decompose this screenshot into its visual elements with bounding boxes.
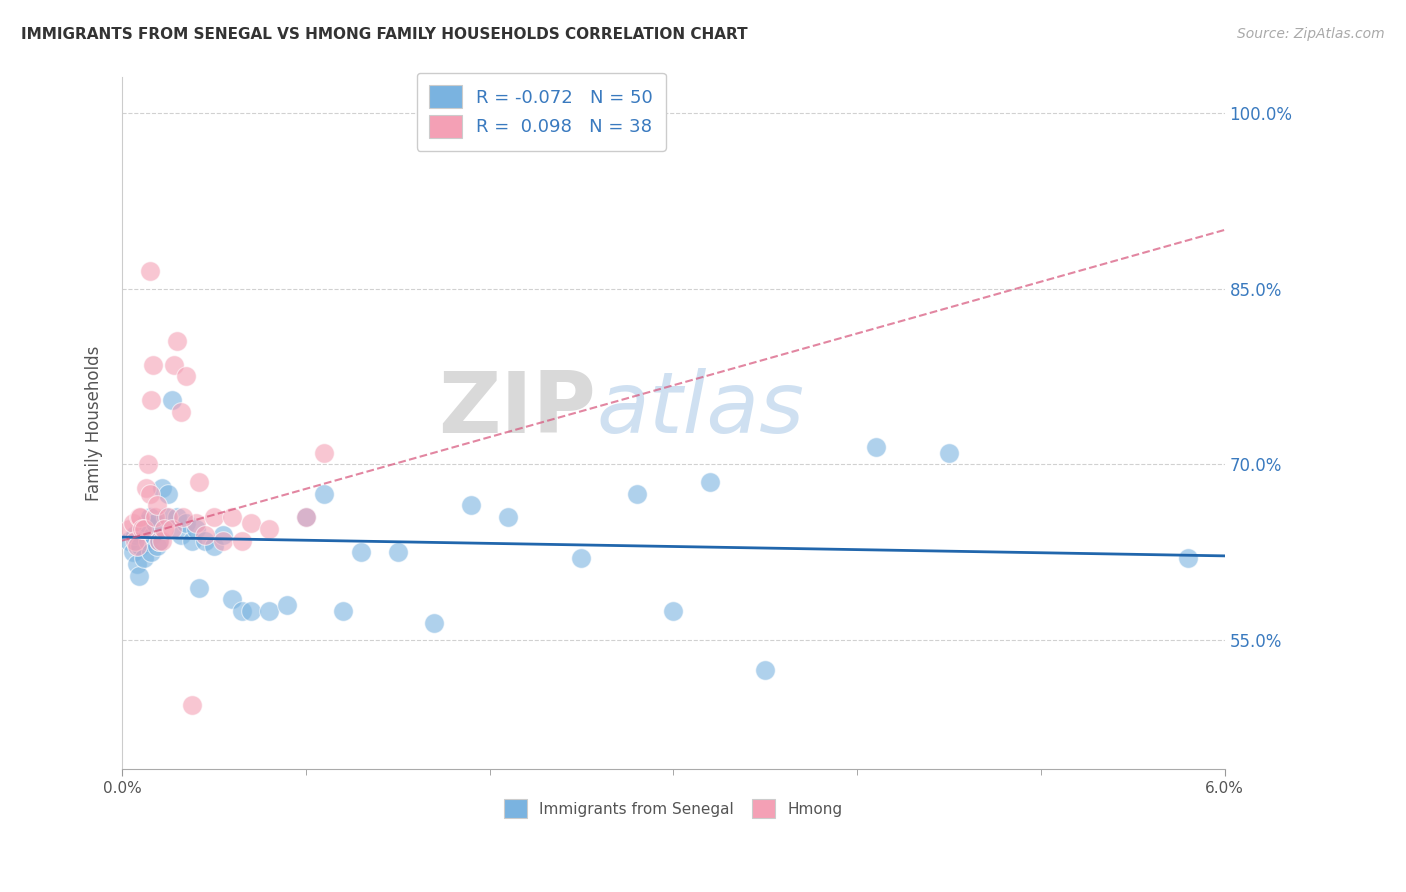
Point — [314, 487, 336, 501]
Point — [160, 522, 183, 536]
Point — [162, 358, 184, 372]
Point — [231, 533, 253, 548]
Point — [194, 528, 217, 542]
Point — [143, 516, 166, 530]
Point — [155, 510, 177, 524]
Point — [276, 598, 298, 612]
Point — [129, 540, 152, 554]
Point — [129, 510, 152, 524]
Point — [460, 499, 482, 513]
Point — [131, 522, 153, 536]
Point — [239, 516, 262, 530]
Point — [202, 540, 225, 554]
Point — [148, 533, 170, 548]
Point — [180, 533, 202, 548]
Point — [176, 516, 198, 530]
Point — [146, 499, 169, 513]
Point — [128, 569, 150, 583]
Point — [1177, 551, 1199, 566]
Point — [135, 516, 157, 530]
Point — [194, 533, 217, 548]
Point — [156, 510, 179, 524]
Point — [295, 510, 318, 524]
Text: atlas: atlas — [596, 368, 804, 451]
Point — [314, 445, 336, 459]
Point — [754, 663, 776, 677]
Point — [332, 604, 354, 618]
Point — [138, 264, 160, 278]
Point — [118, 533, 141, 548]
Point — [387, 545, 409, 559]
Point — [138, 510, 160, 524]
Point — [142, 528, 165, 542]
Point — [118, 522, 141, 536]
Point — [141, 392, 163, 407]
Y-axis label: Family Households: Family Households — [86, 346, 103, 501]
Point — [132, 522, 155, 536]
Point — [146, 540, 169, 554]
Point — [257, 604, 280, 618]
Text: Source: ZipAtlas.com: Source: ZipAtlas.com — [1237, 27, 1385, 41]
Point — [148, 533, 170, 548]
Point — [136, 458, 159, 472]
Point — [152, 533, 174, 548]
Point — [295, 510, 318, 524]
Point — [231, 604, 253, 618]
Point — [128, 510, 150, 524]
Point — [142, 358, 165, 372]
Point — [156, 487, 179, 501]
Point — [160, 392, 183, 407]
Point — [166, 334, 188, 349]
Point — [350, 545, 373, 559]
Point — [152, 481, 174, 495]
Point — [571, 551, 593, 566]
Point — [212, 528, 235, 542]
Point — [124, 533, 146, 548]
Point — [176, 369, 198, 384]
Text: ZIP: ZIP — [439, 368, 596, 451]
Point — [138, 487, 160, 501]
Legend: Immigrants from Senegal, Hmong: Immigrants from Senegal, Hmong — [498, 793, 849, 824]
Point — [125, 540, 148, 554]
Point — [136, 533, 159, 548]
Point — [172, 510, 194, 524]
Point — [257, 522, 280, 536]
Point — [221, 592, 243, 607]
Point — [221, 510, 243, 524]
Text: IMMIGRANTS FROM SENEGAL VS HMONG FAMILY HOUSEHOLDS CORRELATION CHART: IMMIGRANTS FROM SENEGAL VS HMONG FAMILY … — [21, 27, 748, 42]
Point — [132, 551, 155, 566]
Point — [188, 581, 211, 595]
Point — [122, 516, 145, 530]
Point — [184, 516, 207, 530]
Point — [699, 475, 721, 489]
Point — [626, 487, 648, 501]
Point — [239, 604, 262, 618]
Point — [131, 522, 153, 536]
Point — [135, 481, 157, 495]
Point — [153, 522, 176, 536]
Point — [496, 510, 519, 524]
Point — [166, 510, 188, 524]
Point — [938, 445, 960, 459]
Point — [141, 545, 163, 559]
Point — [188, 475, 211, 489]
Point — [125, 557, 148, 571]
Point — [423, 615, 446, 630]
Point — [124, 528, 146, 542]
Point — [180, 698, 202, 712]
Point — [202, 510, 225, 524]
Point — [662, 604, 685, 618]
Point — [122, 545, 145, 559]
Point — [865, 440, 887, 454]
Point — [143, 510, 166, 524]
Point — [184, 522, 207, 536]
Point — [170, 404, 193, 418]
Point — [212, 533, 235, 548]
Point — [170, 528, 193, 542]
